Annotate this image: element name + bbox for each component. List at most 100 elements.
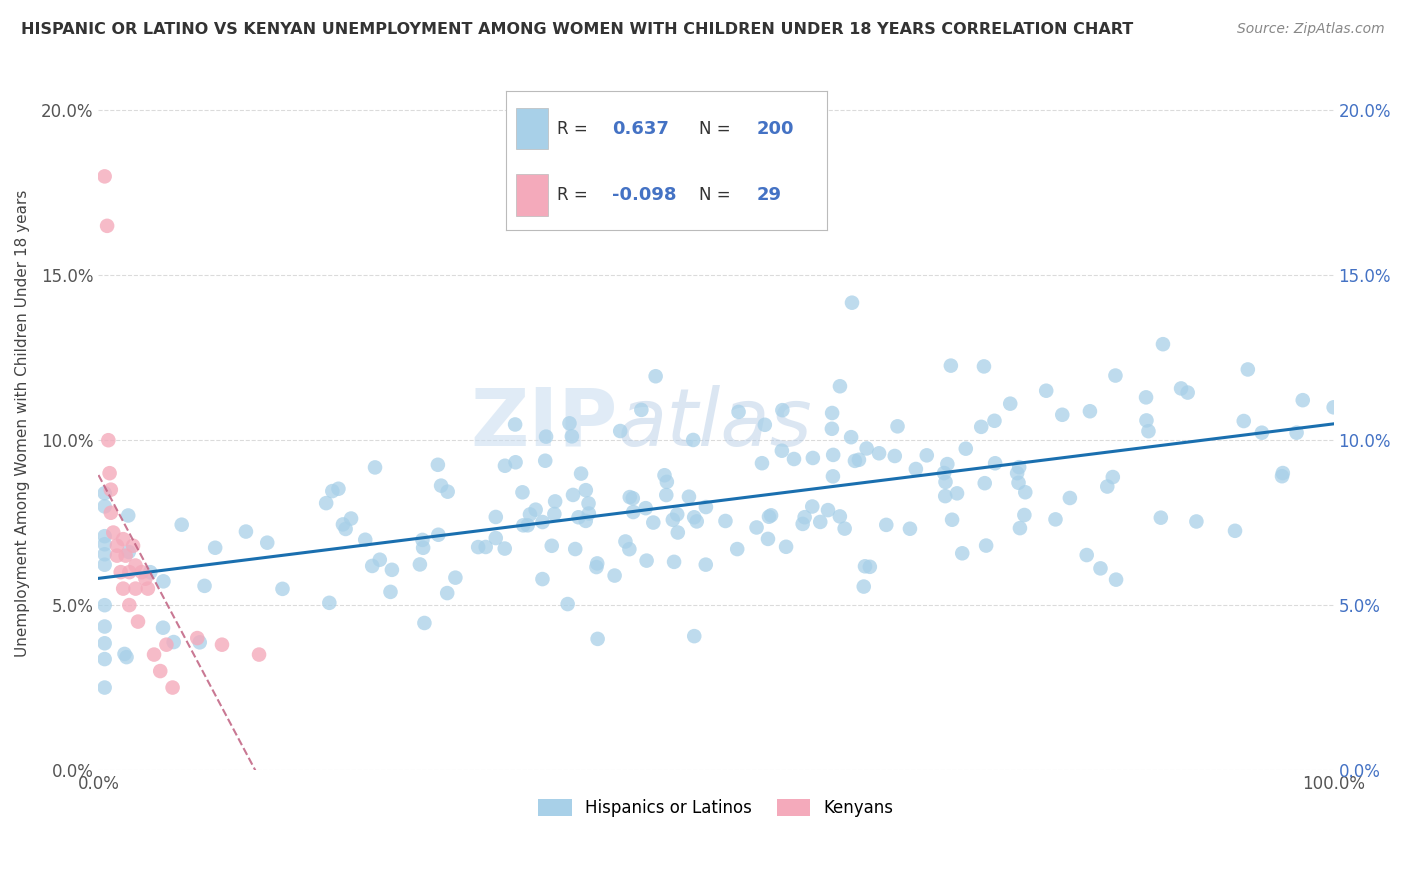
Point	[380, 585, 402, 599]
Y-axis label: Unemployment Among Women with Children Under 18 years: Unemployment Among Women with Children U…	[15, 190, 30, 657]
Point	[934, 475, 956, 489]
Point	[1271, 466, 1294, 480]
Point	[93, 619, 115, 633]
Point	[531, 515, 554, 529]
Point	[1005, 466, 1028, 480]
Point	[100, 506, 122, 520]
Point	[801, 500, 824, 514]
Point	[970, 420, 993, 434]
Point	[666, 508, 689, 522]
Point	[361, 558, 384, 573]
Point	[1105, 573, 1128, 587]
Point	[93, 547, 115, 561]
Point	[1045, 512, 1067, 526]
Point	[412, 541, 434, 555]
Point	[682, 433, 704, 447]
Point	[96, 219, 118, 233]
Point	[950, 546, 973, 560]
Point	[808, 515, 831, 529]
Point	[247, 648, 270, 662]
Point	[841, 295, 863, 310]
Point	[328, 482, 350, 496]
Point	[427, 527, 450, 541]
Text: atlas: atlas	[617, 384, 813, 463]
Point	[188, 635, 211, 649]
Point	[186, 631, 208, 645]
Point	[124, 558, 146, 573]
Point	[340, 511, 363, 525]
Point	[859, 559, 882, 574]
Point	[955, 442, 977, 456]
Point	[411, 533, 433, 547]
Point	[939, 359, 962, 373]
Point	[163, 635, 186, 649]
Point	[93, 486, 115, 500]
Point	[364, 460, 387, 475]
Point	[131, 565, 153, 579]
Point	[630, 403, 652, 417]
Point	[792, 516, 814, 531]
Point	[983, 414, 1005, 428]
Point	[1185, 515, 1208, 529]
Point	[654, 468, 676, 483]
Legend: Hispanics or Latinos, Kenyans: Hispanics or Latinos, Kenyans	[531, 792, 900, 824]
Point	[149, 664, 172, 678]
Point	[770, 443, 793, 458]
Point	[1177, 385, 1199, 400]
Point	[561, 429, 583, 443]
Point	[494, 458, 516, 473]
Point	[585, 560, 607, 574]
Text: ZIP: ZIP	[470, 384, 617, 463]
Point	[1223, 524, 1246, 538]
Point	[256, 535, 278, 549]
Point	[1007, 475, 1029, 490]
Point	[105, 539, 128, 553]
Point	[662, 513, 685, 527]
Point	[1150, 510, 1173, 524]
Point	[603, 568, 626, 582]
Point	[436, 484, 458, 499]
Point	[124, 582, 146, 596]
Point	[409, 558, 432, 572]
Point	[426, 458, 449, 472]
Point	[485, 510, 508, 524]
Point	[271, 582, 294, 596]
Point	[534, 429, 557, 443]
Point	[643, 516, 665, 530]
Text: Source: ZipAtlas.com: Source: ZipAtlas.com	[1237, 22, 1385, 37]
Point	[127, 615, 149, 629]
Point	[204, 541, 226, 555]
Point	[934, 489, 956, 503]
Point	[619, 490, 641, 504]
Point	[122, 539, 145, 553]
Point	[644, 369, 666, 384]
Point	[853, 559, 876, 574]
Point	[801, 450, 824, 465]
Point	[1271, 469, 1294, 483]
Point	[540, 539, 562, 553]
Point	[485, 531, 508, 545]
Point	[93, 558, 115, 572]
Point	[936, 457, 959, 471]
Point	[162, 681, 184, 695]
Point	[436, 586, 458, 600]
Point	[1250, 425, 1272, 440]
Point	[430, 478, 453, 492]
Text: HISPANIC OR LATINO VS KENYAN UNEMPLOYMENT AMONG WOMEN WITH CHILDREN UNDER 18 YEA: HISPANIC OR LATINO VS KENYAN UNEMPLOYMEN…	[21, 22, 1133, 37]
Point	[152, 621, 174, 635]
Point	[93, 652, 115, 666]
Point	[193, 579, 215, 593]
Point	[315, 496, 337, 510]
Point	[1076, 548, 1098, 562]
Point	[1292, 393, 1315, 408]
Point	[1233, 414, 1256, 428]
Point	[759, 508, 782, 523]
Point	[1135, 413, 1157, 427]
Point	[93, 598, 115, 612]
Point	[1008, 460, 1031, 475]
Point	[1323, 401, 1346, 415]
Point	[973, 359, 995, 374]
Point	[117, 508, 139, 523]
Point	[875, 517, 897, 532]
Point	[984, 456, 1007, 470]
